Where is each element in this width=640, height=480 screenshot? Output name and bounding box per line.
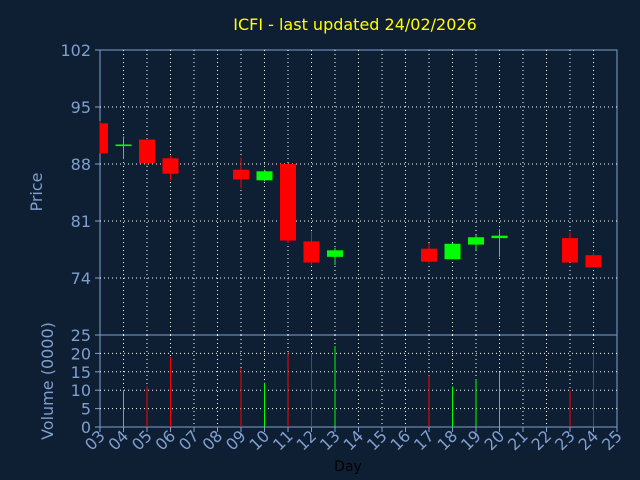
candle-body: [233, 169, 249, 180]
candle-body: [100, 123, 108, 154]
candles: [99, 120, 602, 268]
price-tick-label: 102: [60, 41, 91, 60]
candle-body: [585, 255, 602, 268]
price-y-ticks: 102 95 88 81 74: [60, 41, 100, 288]
volume-panel-frame: [99, 334, 618, 428]
price-panel-frame: [99, 49, 618, 336]
candle-body: [280, 164, 296, 241]
grid-layer: [100, 50, 617, 427]
price-tick-label: 74: [71, 269, 91, 288]
volume-tick-label: 0: [81, 418, 91, 437]
volume-axis-label: Volume (0000): [38, 322, 57, 440]
volume-tick-label: 20: [71, 344, 91, 363]
candle-body: [491, 235, 508, 239]
chart-title: ICFI - last updated 24/02/2026: [233, 15, 477, 34]
price-tick-label: 95: [71, 98, 91, 117]
volume-bars: [123, 346, 594, 427]
volume-tick-label: 25: [71, 326, 91, 345]
candle-body: [162, 158, 179, 174]
x-ticks: 0304050607080910111213141516171819202122…: [81, 426, 626, 454]
x-tick-label: 25: [598, 426, 626, 454]
candle-body: [303, 241, 320, 263]
volume-tick-label: 15: [71, 363, 91, 382]
price-tick-label: 88: [71, 155, 91, 174]
price-tick-label: 81: [71, 212, 91, 231]
candle-body: [444, 243, 461, 260]
price-axis-label: Price: [27, 172, 46, 211]
candle-body: [139, 139, 155, 164]
volume-tick-label: 5: [81, 400, 91, 419]
candle-body: [468, 237, 484, 245]
x-axis-label: Day: [334, 459, 362, 475]
candle-body: [562, 238, 578, 263]
candle-body: [327, 250, 343, 257]
candle-body: [421, 248, 437, 262]
volume-tick-label: 10: [71, 381, 91, 400]
candle-body: [256, 171, 273, 181]
candle-body: [115, 144, 132, 147]
